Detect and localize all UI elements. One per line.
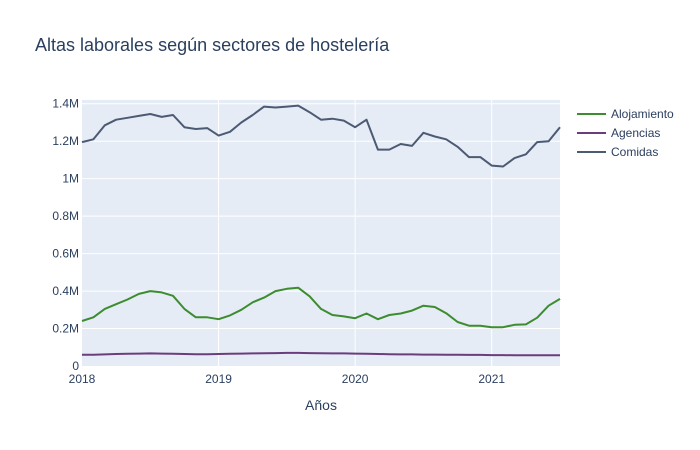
series-line-comidas[interactable]: [81, 104, 561, 168]
y-tick-label: 0.6M: [52, 247, 79, 261]
y-tick-label: 1.4M: [52, 97, 79, 111]
legend-label-comidas[interactable]: Comidas: [611, 145, 658, 159]
legend: Alojamiento Agencias Comidas: [577, 107, 674, 159]
y-tick-label: 0.8M: [52, 209, 79, 223]
x-tick-label: 2019: [205, 372, 232, 386]
grid-lines: [82, 100, 560, 366]
y-tick-label: 0: [72, 359, 79, 373]
y-axis-ticks: 0 0.2M 0.4M 0.6M 0.8M 1M 1.2M 1.4M: [52, 97, 79, 373]
chart-title: Altas laborales según sectores de hostel…: [35, 35, 390, 55]
x-tick-label: 2018: [69, 372, 96, 386]
x-axis-title: Años: [305, 397, 337, 413]
legend-label-agencias[interactable]: Agencias: [611, 126, 660, 140]
series-line-alojamiento[interactable]: [81, 286, 561, 329]
y-tick-label: 1M: [62, 172, 79, 186]
series-line-agencias[interactable]: [82, 351, 560, 357]
y-tick-label: 1.2M: [52, 134, 79, 148]
plot-area[interactable]: [82, 100, 560, 366]
x-tick-label: 2020: [342, 372, 369, 386]
legend-label-alojamiento[interactable]: Alojamiento: [611, 107, 674, 121]
y-tick-label: 0.2M: [52, 322, 79, 336]
x-axis-ticks: 2018 2019 2020 2021: [69, 372, 506, 386]
x-tick-label: 2021: [478, 372, 505, 386]
series-lines: [81, 104, 561, 357]
y-tick-label: 0.4M: [52, 284, 79, 298]
